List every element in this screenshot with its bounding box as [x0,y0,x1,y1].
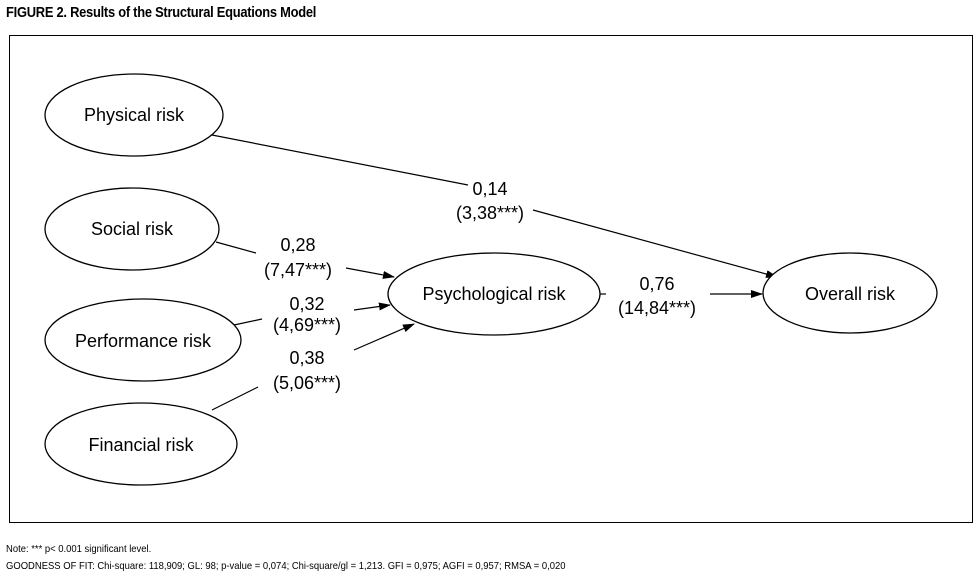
node-social-risk-label: Social risk [91,219,174,239]
path-performance-to-psych-head [353,302,391,311]
significance-note: Note: *** p< 0.001 significant level. [6,543,152,555]
coef-social-psych: 0,28 [280,235,315,255]
coef-psych-overall: 0,76 [639,274,674,294]
goodness-of-fit-note: GOODNESS OF FIT: Chi-square: 118,909; GL… [6,560,566,572]
tvalue-performance-psych: (4,69***) [273,315,341,335]
node-financial-risk [44,402,238,486]
node-overall-risk-label: Overall risk [805,284,896,304]
node-social-risk [44,187,220,271]
path-financial-to-psych-head [353,323,415,351]
path-performance-to-psych [233,318,263,326]
node-psychological-risk [387,252,601,336]
path-financial-to-psych [211,386,259,411]
coef-financial-psych: 0,38 [289,348,324,368]
node-financial-risk-label: Financial risk [88,435,194,455]
path-physical-to-overall [211,134,469,186]
node-performance-risk [44,298,242,382]
diagram-frame [9,35,973,523]
tvalue-physical-overall: (3,38***) [456,203,524,223]
path-social-to-psych-head [345,267,395,279]
figure-notes: Note: *** p< 0.001 significant level. GO… [6,541,566,575]
tvalue-psych-overall: (14,84***) [618,298,696,318]
coef-performance-psych: 0,32 [289,294,324,314]
node-physical-risk-label: Physical risk [84,105,185,125]
tvalue-financial-psych: (5,06***) [273,373,341,393]
coef-physical-overall: 0,14 [472,179,507,199]
tvalue-social-psych: (7,47***) [264,260,332,280]
node-physical-risk [44,73,224,157]
path-social-to-psych [215,241,257,254]
node-performance-risk-label: Performance risk [75,331,212,351]
node-psychological-risk-label: Psychological risk [422,284,566,304]
path-physical-to-overall-head [532,209,778,278]
node-overall-risk [762,252,938,334]
figure-title: FIGURE 2. Results of the Structural Equa… [6,4,317,21]
